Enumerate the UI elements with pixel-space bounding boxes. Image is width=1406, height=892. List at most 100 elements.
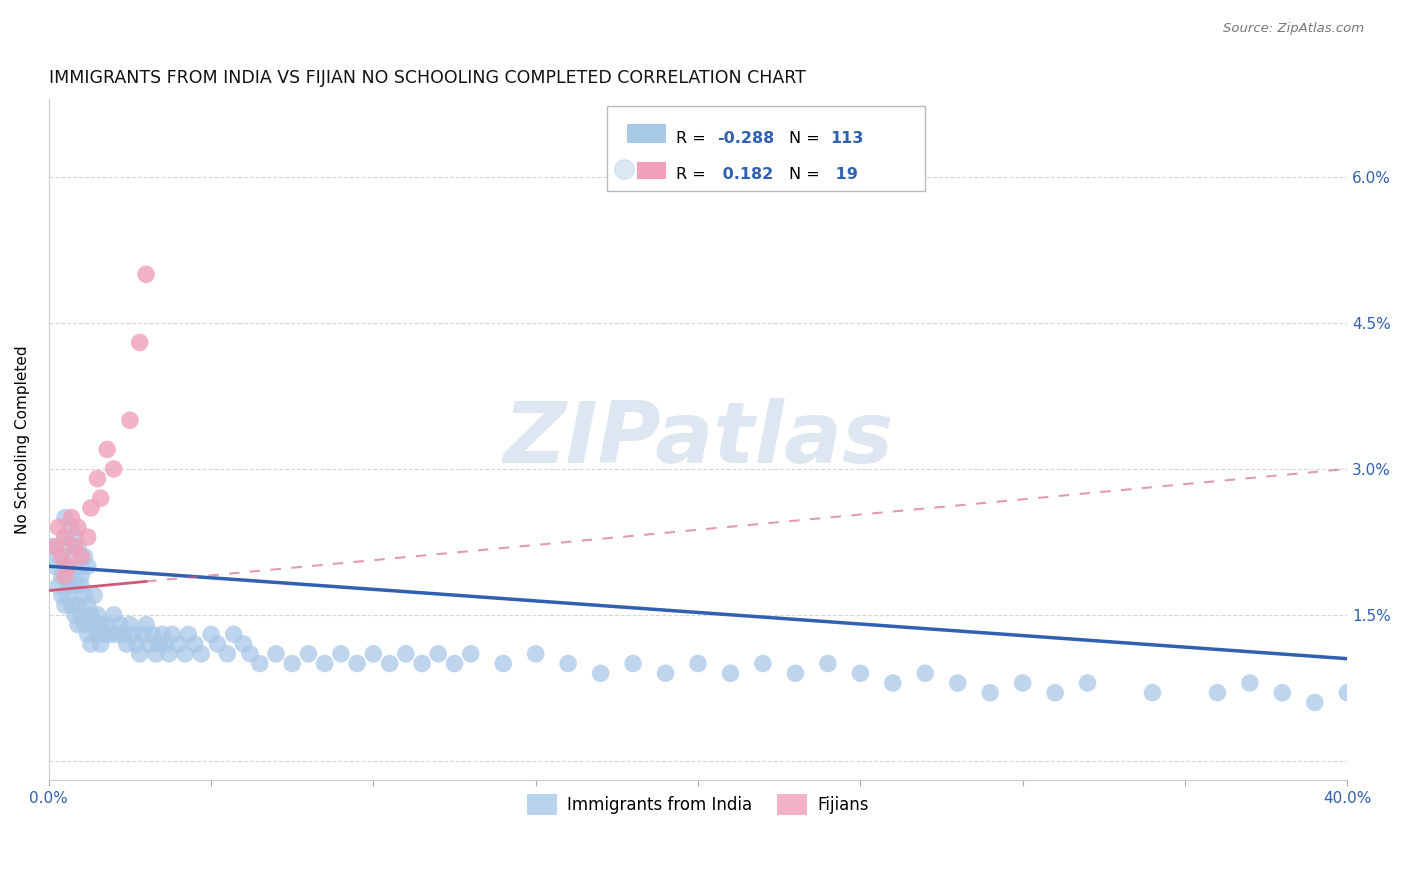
Point bbox=[70, 559, 93, 574]
Point bbox=[93, 627, 115, 641]
Point bbox=[108, 617, 131, 632]
Text: Source: ZipAtlas.com: Source: ZipAtlas.com bbox=[1223, 22, 1364, 36]
Point bbox=[427, 647, 450, 661]
Point bbox=[1239, 676, 1261, 690]
Point bbox=[654, 666, 676, 681]
Point bbox=[200, 627, 222, 641]
Point bbox=[492, 657, 515, 671]
Point bbox=[53, 510, 76, 524]
Point bbox=[1043, 686, 1066, 700]
Point bbox=[1011, 676, 1033, 690]
Point bbox=[128, 647, 150, 661]
Point bbox=[100, 627, 122, 641]
Point bbox=[80, 500, 103, 515]
Point bbox=[720, 666, 742, 681]
FancyBboxPatch shape bbox=[627, 124, 665, 144]
Point bbox=[86, 627, 108, 641]
Point bbox=[524, 647, 547, 661]
Point bbox=[184, 637, 207, 651]
Point bbox=[135, 617, 157, 632]
Point bbox=[155, 637, 177, 651]
Text: 113: 113 bbox=[831, 131, 863, 146]
Point bbox=[135, 268, 157, 282]
Point bbox=[914, 666, 936, 681]
Point bbox=[83, 617, 105, 632]
Point bbox=[105, 627, 128, 641]
Point bbox=[86, 607, 108, 622]
Point bbox=[557, 657, 579, 671]
Point bbox=[90, 617, 112, 632]
Point bbox=[90, 491, 112, 505]
Point bbox=[96, 617, 118, 632]
Point bbox=[58, 540, 80, 554]
Point bbox=[80, 637, 103, 651]
Point bbox=[1303, 696, 1326, 710]
Point bbox=[785, 666, 807, 681]
Point bbox=[378, 657, 401, 671]
Point bbox=[103, 607, 125, 622]
Point bbox=[115, 637, 138, 651]
Point bbox=[232, 637, 254, 651]
Point bbox=[190, 647, 212, 661]
Point bbox=[60, 569, 83, 583]
Point bbox=[150, 627, 173, 641]
Text: ZIPatlas: ZIPatlas bbox=[503, 398, 893, 482]
Point bbox=[63, 540, 86, 554]
Point bbox=[66, 520, 89, 534]
Point bbox=[70, 579, 93, 593]
Point bbox=[76, 598, 98, 612]
Point bbox=[1206, 686, 1229, 700]
Point bbox=[979, 686, 1001, 700]
Point bbox=[217, 647, 239, 661]
Point bbox=[76, 559, 98, 574]
Text: N =: N = bbox=[789, 167, 825, 182]
Point bbox=[70, 569, 93, 583]
Point bbox=[157, 647, 180, 661]
Point bbox=[297, 647, 319, 661]
Point bbox=[103, 462, 125, 476]
Point bbox=[70, 607, 93, 622]
Point bbox=[329, 647, 352, 661]
Point bbox=[60, 598, 83, 612]
Point bbox=[63, 530, 86, 544]
Point bbox=[148, 637, 170, 651]
Point bbox=[125, 637, 148, 651]
FancyBboxPatch shape bbox=[607, 106, 925, 191]
Point bbox=[112, 627, 135, 641]
Point bbox=[44, 559, 66, 574]
Point bbox=[76, 627, 98, 641]
Point bbox=[73, 589, 96, 603]
Point bbox=[174, 647, 197, 661]
Point bbox=[44, 540, 66, 554]
Point bbox=[589, 666, 612, 681]
Point bbox=[86, 472, 108, 486]
Point bbox=[53, 530, 76, 544]
Point bbox=[51, 589, 73, 603]
Point bbox=[752, 657, 775, 671]
Point bbox=[58, 579, 80, 593]
Legend: Immigrants from India, Fijians: Immigrants from India, Fijians bbox=[519, 786, 877, 823]
Point bbox=[882, 676, 904, 690]
Point bbox=[1142, 686, 1164, 700]
Point bbox=[128, 335, 150, 350]
Point bbox=[239, 647, 262, 661]
Text: R =: R = bbox=[676, 167, 711, 182]
Point bbox=[66, 598, 89, 612]
Point bbox=[53, 559, 76, 574]
Point bbox=[1336, 686, 1358, 700]
Point bbox=[90, 637, 112, 651]
Point bbox=[946, 676, 969, 690]
Point bbox=[73, 617, 96, 632]
Point bbox=[63, 579, 86, 593]
Point bbox=[63, 607, 86, 622]
Point bbox=[138, 637, 160, 651]
Point bbox=[51, 569, 73, 583]
Point bbox=[411, 657, 433, 671]
Point bbox=[41, 540, 63, 554]
Point bbox=[132, 627, 155, 641]
Point bbox=[264, 647, 287, 661]
Point bbox=[118, 617, 141, 632]
Point bbox=[58, 559, 80, 574]
Point bbox=[363, 647, 385, 661]
Point bbox=[177, 627, 200, 641]
